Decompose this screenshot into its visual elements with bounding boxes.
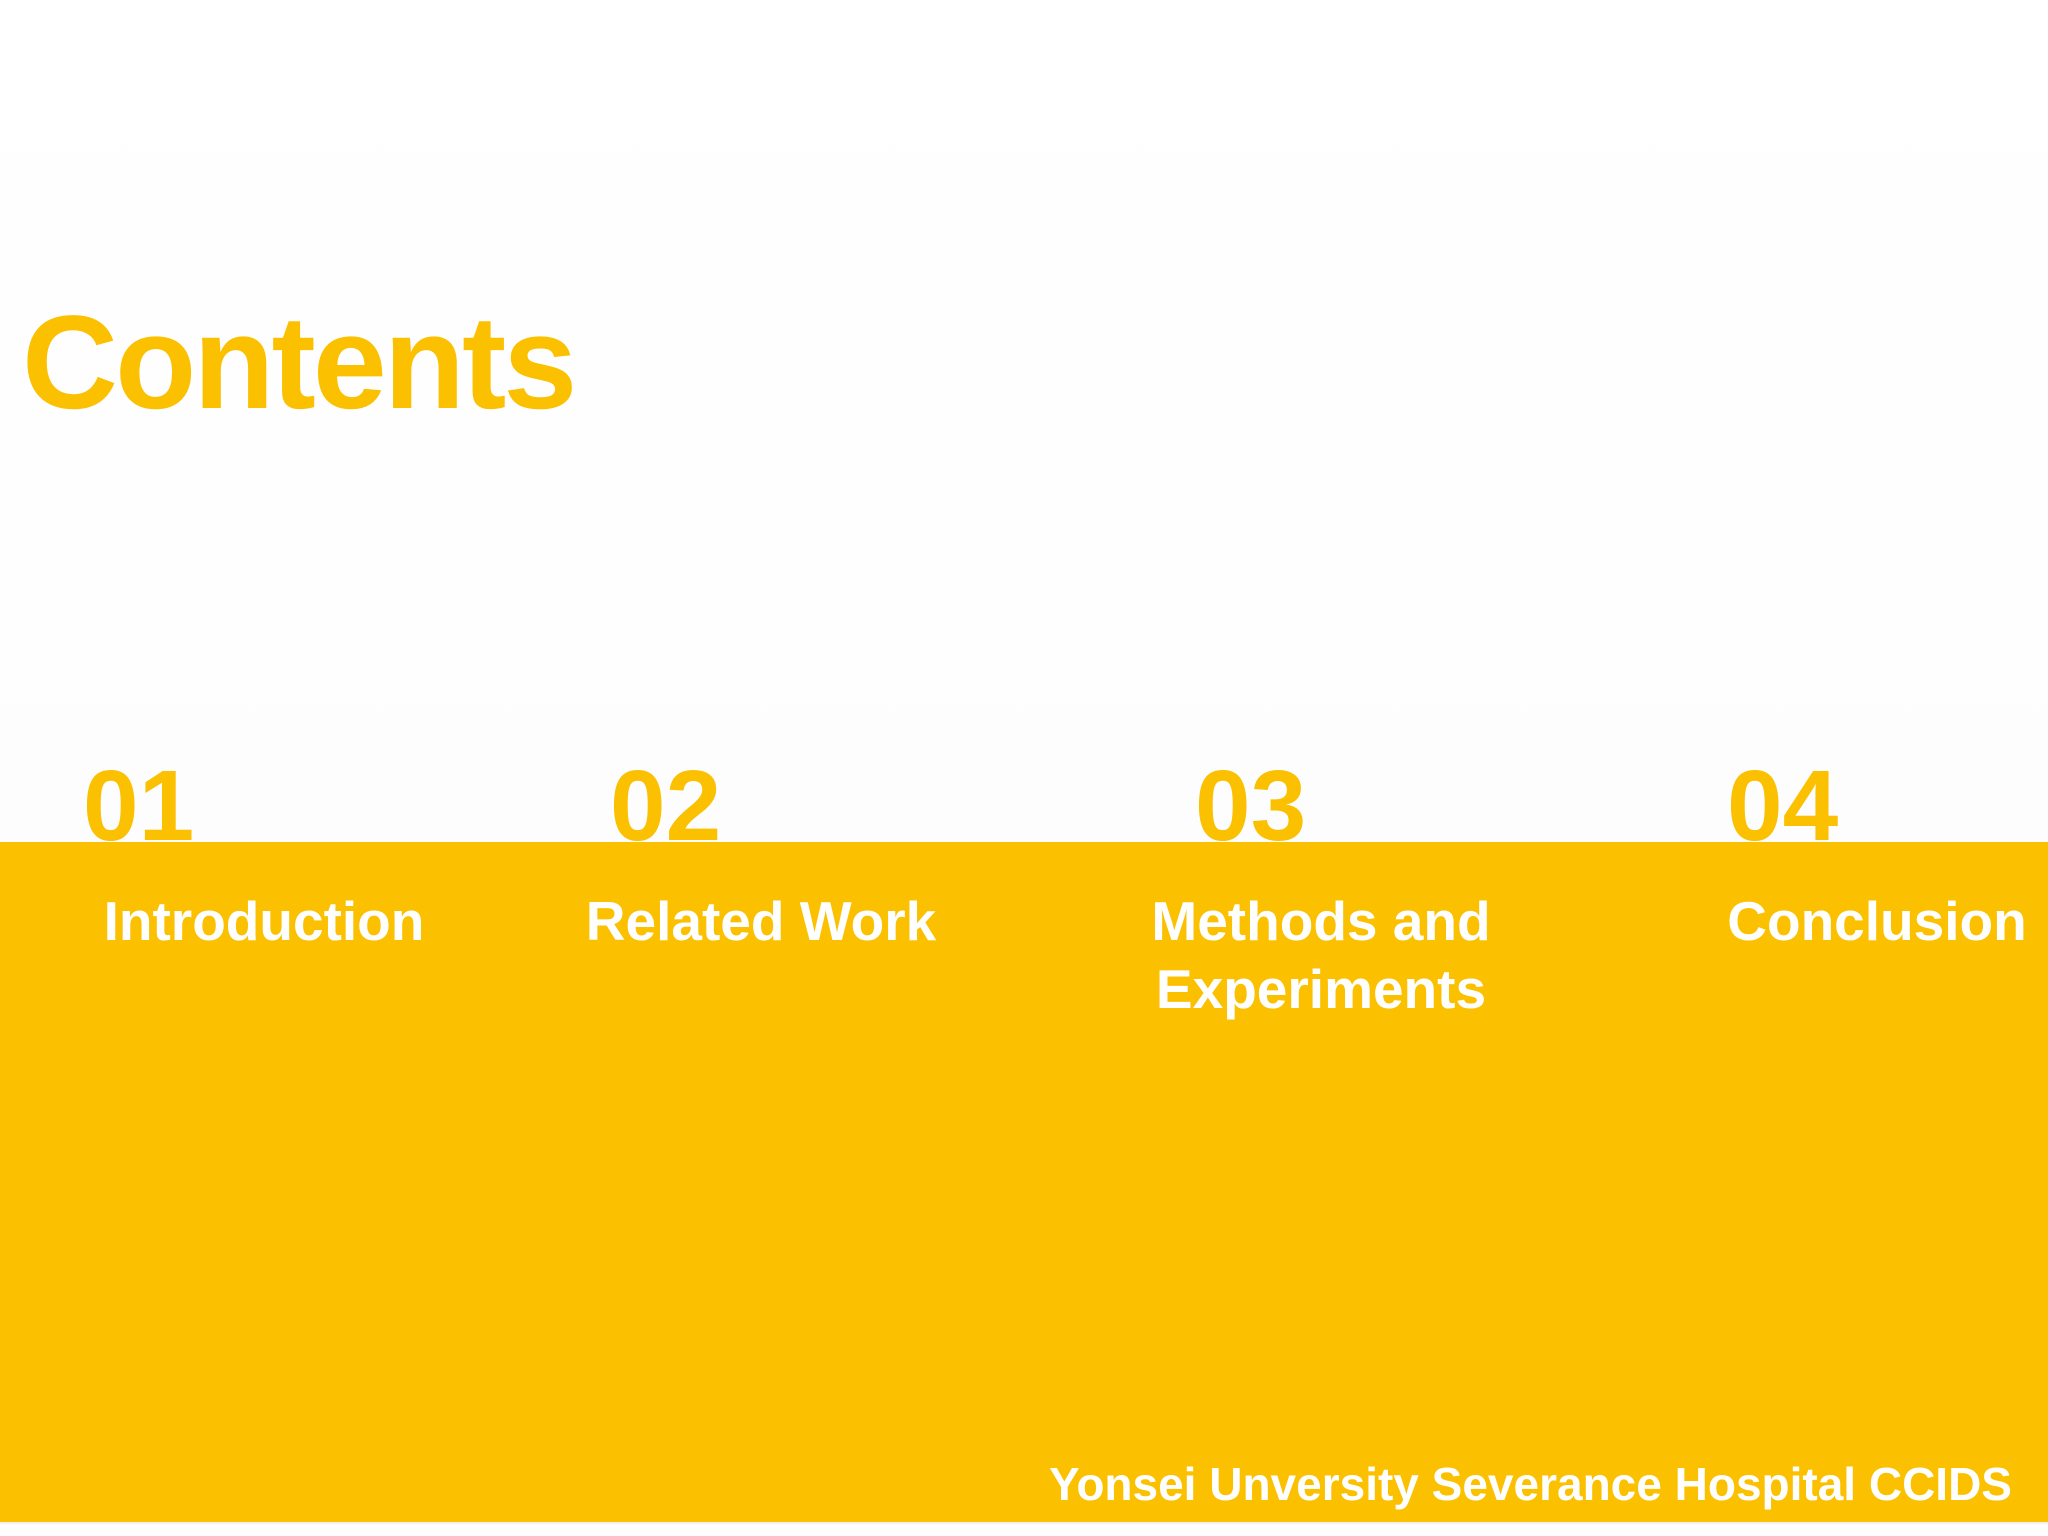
bottom-strip — [0, 1522, 2048, 1536]
toc-label-introduction: Introduction — [103, 890, 425, 952]
page-title: Contents — [22, 289, 577, 437]
toc-label-conclusion: Conclusion — [1727, 890, 2027, 952]
gold-band — [0, 842, 2048, 1522]
toc-label-related-work: Related Work — [585, 890, 937, 952]
toc-number-conclusion: 04 — [1727, 750, 1839, 862]
toc-number-introduction: 01 — [83, 750, 195, 862]
toc-label-methods-and-experiments: Methods and Experiments — [1151, 890, 1491, 1020]
toc-number-methods-and-experiments: 03 — [1195, 750, 1307, 862]
footer-text: Yonsei Unversity Severance Hospital CCID… — [1049, 1458, 2012, 1510]
toc-number-related-work: 02 — [610, 750, 722, 862]
